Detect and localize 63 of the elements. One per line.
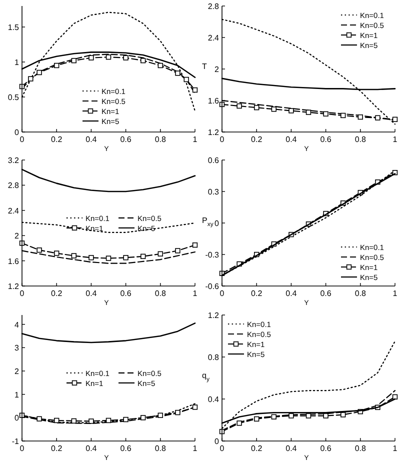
- x-tick-label: 0.4: [286, 289, 298, 298]
- x-tick-label: 0.6: [320, 135, 332, 144]
- y-tick-label: 0.8: [208, 353, 220, 362]
- y-tick-label: 2: [14, 367, 20, 376]
- y-tick-label: 1.6: [8, 256, 20, 266]
- y-axis-title: T: [202, 62, 207, 71]
- y-tick-label: 2.4: [8, 206, 20, 216]
- x-tick-label: 0.4: [286, 135, 298, 144]
- y-tick-label: 0.5: [8, 93, 20, 102]
- x-tick-label: 1: [392, 444, 398, 453]
- x-tick-label: 0.8: [154, 289, 167, 298]
- x-tick-label: 0.6: [320, 444, 332, 453]
- x-tick-label: 1: [192, 444, 198, 453]
- x-tick-label: 0.2: [51, 135, 63, 144]
- y-tick-label: 2.4: [208, 34, 220, 42]
- x-tick-label: 0.8: [354, 289, 367, 298]
- y-tick-label: 1: [14, 58, 20, 67]
- x-tick-label: 0.6: [320, 289, 332, 298]
- y-tick-label: 0: [214, 437, 220, 446]
- y-tick-label: 0: [214, 219, 220, 228]
- y-tick-label: 0.6: [208, 156, 220, 165]
- y-tick-label: 2.8: [208, 2, 220, 11]
- x-tick-label: 1: [392, 289, 398, 298]
- y-tick-label: 3.2: [8, 156, 20, 165]
- y-tick-label: 2.8: [8, 181, 20, 190]
- y-tick-label: -0.3: [205, 250, 220, 260]
- x-tick-label: 0.6: [120, 289, 132, 298]
- x-tick-label: 0.4: [86, 135, 98, 144]
- x-tick-label: 0.6: [120, 135, 132, 144]
- x-tick-label: 0.4: [86, 289, 98, 298]
- x-tick-label: 0.4: [286, 444, 298, 453]
- y-tick-label: 1.5: [8, 23, 20, 32]
- x-tick-label: 0.2: [51, 289, 63, 298]
- y-axis-title: q$_{y}$: [202, 371, 210, 383]
- y-tick-label: 2: [14, 232, 20, 241]
- x-tick-label: 0.8: [154, 135, 167, 144]
- x-tick-label: 1: [192, 289, 198, 298]
- x-tick-label: 0.8: [354, 444, 367, 453]
- x-tick-label: 0.4: [86, 444, 98, 453]
- y-tick-label: 0: [14, 414, 20, 423]
- y-tick-label: 3: [14, 344, 20, 353]
- y-tick-label: 1.2: [208, 311, 220, 320]
- x-tick-label: 0.2: [251, 135, 263, 144]
- y-tick-label: 1.6: [208, 96, 220, 106]
- y-tick-label: 1.2: [8, 282, 20, 291]
- y-tick-label: 0.3: [208, 188, 220, 196]
- y-tick-label: 1.2: [208, 128, 220, 137]
- y-tick-label: 0.4: [208, 395, 220, 404]
- y-tick-label: 1: [14, 390, 20, 400]
- x-tick-label: 0.8: [354, 135, 367, 144]
- y-tick-label: 2: [214, 65, 220, 74]
- x-tick-label: 0.2: [251, 289, 263, 298]
- x-tick-label: 0.2: [251, 444, 263, 453]
- x-tick-label: 1: [392, 135, 398, 144]
- x-tick-label: 1: [192, 135, 198, 144]
- y-tick-label: -1: [12, 437, 20, 446]
- y-tick-label: 0: [14, 128, 20, 137]
- x-tick-label: 0.8: [154, 444, 167, 453]
- y-axis-title: P$_{xy}$: [202, 216, 214, 228]
- x-tick-label: 0.2: [51, 444, 63, 453]
- x-tick-label: 0.6: [120, 444, 132, 453]
- y-tick-label: 4: [14, 320, 20, 330]
- y-tick-label: -0.6: [205, 282, 220, 291]
